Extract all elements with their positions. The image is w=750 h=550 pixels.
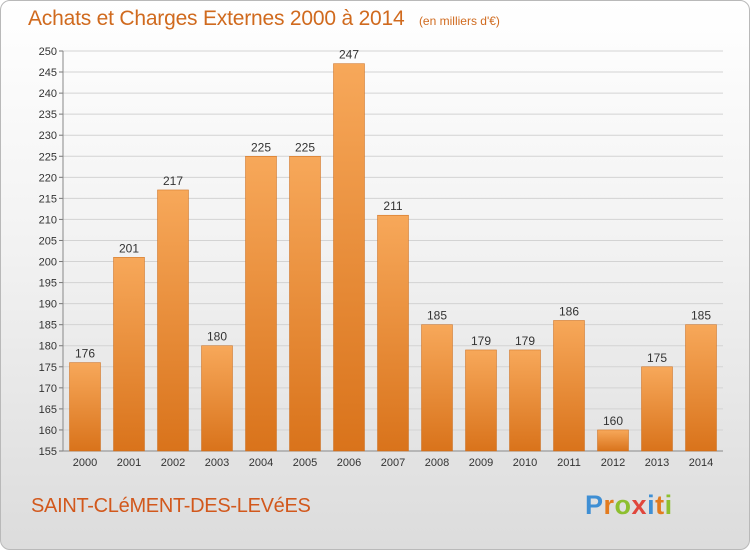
logo-letter: x: [631, 490, 648, 520]
data-label: 179: [471, 334, 491, 348]
y-tick-label: 250: [39, 46, 57, 58]
data-label: 247: [339, 48, 359, 62]
y-tick-label: 200: [39, 257, 57, 269]
x-tick-label: 2001: [117, 457, 141, 469]
x-tick-label: 2002: [161, 457, 185, 469]
y-tick-label: 215: [39, 193, 57, 205]
bar-layer: [69, 63, 717, 452]
chart-title: Achats et Charges Externes 2000 à 2014: [28, 7, 405, 30]
data-label: 211: [383, 199, 402, 213]
data-label: 175: [647, 351, 667, 365]
y-tick-label: 170: [39, 383, 57, 395]
logo-letter: o: [614, 490, 632, 520]
bar: [377, 214, 409, 452]
data-label: 176: [75, 347, 95, 361]
x-tick-label: 2003: [205, 457, 229, 469]
x-tick-label: 2009: [469, 457, 493, 469]
bar: [289, 156, 321, 452]
data-label: 160: [603, 414, 623, 428]
bar: [597, 429, 629, 452]
y-tick-label: 230: [39, 130, 57, 142]
data-label: 201: [119, 241, 139, 255]
y-tick-label: 225: [39, 151, 57, 163]
x-tick-label: 2012: [601, 457, 625, 469]
bar: [69, 362, 101, 452]
y-tick-label: 240: [39, 88, 57, 100]
data-label: 185: [691, 309, 711, 323]
y-tick-label: 195: [39, 278, 57, 290]
x-tick-label: 2007: [381, 457, 405, 469]
data-label: 186: [559, 304, 579, 318]
proxiti-logo[interactable]: Proxiti: [585, 490, 673, 521]
chart-subtitle: (en milliers d'€): [418, 14, 500, 28]
y-tick-label: 180: [39, 341, 57, 353]
bar: [201, 345, 233, 452]
title-row: Achats et Charges Externes 2000 à 2014 (…: [28, 7, 500, 31]
y-tick-label: 220: [39, 172, 57, 184]
y-tick-label: 165: [39, 404, 57, 416]
x-tick-label: 2000: [73, 457, 97, 469]
bar: [465, 349, 497, 452]
y-tick-label: 235: [39, 109, 57, 121]
bar: [421, 324, 453, 452]
data-label: 225: [251, 140, 271, 154]
x-tick-label: 2014: [689, 457, 713, 469]
data-label: 179: [515, 334, 535, 348]
logo-letter: t: [655, 490, 665, 520]
bar: [113, 257, 145, 452]
bar: [333, 63, 365, 452]
data-label: 217: [163, 174, 183, 188]
x-tick-label: 2006: [337, 457, 361, 469]
x-tick-label: 2005: [293, 457, 317, 469]
logo-letter: i: [664, 490, 673, 520]
y-tick-label: 190: [39, 299, 57, 311]
data-label: 180: [207, 330, 227, 344]
commune-name: SAINT-CLéMENT-DES-LEVéES: [31, 495, 311, 517]
y-tick-label: 205: [39, 235, 57, 247]
label-layer: 176 2000 201 2001 217 2002 180 2003 225 2004 225 20…: [73, 48, 713, 469]
data-label: 225: [295, 140, 315, 154]
y-tick-label: 155: [39, 446, 57, 458]
logo-letter: P: [585, 490, 604, 520]
x-tick-label: 2013: [645, 457, 669, 469]
y-tick-label: 175: [39, 362, 57, 374]
bar: [685, 324, 717, 452]
x-tick-label: 2010: [513, 457, 537, 469]
y-tick-label: 160: [39, 425, 57, 437]
x-tick-label: 2008: [425, 457, 449, 469]
data-label: 185: [427, 309, 447, 323]
y-tick-label: 185: [39, 320, 57, 332]
bar: [157, 189, 189, 452]
logo-letter: i: [647, 490, 656, 520]
x-tick-label: 2004: [249, 457, 273, 469]
bar: [553, 320, 585, 452]
bar: [509, 349, 541, 452]
y-tick-label: 245: [39, 67, 57, 79]
logo-letter: r: [603, 490, 615, 520]
bar: [641, 366, 673, 452]
bar: [245, 156, 277, 452]
x-tick-label: 2011: [557, 457, 581, 469]
y-tick-label: 210: [39, 214, 57, 226]
